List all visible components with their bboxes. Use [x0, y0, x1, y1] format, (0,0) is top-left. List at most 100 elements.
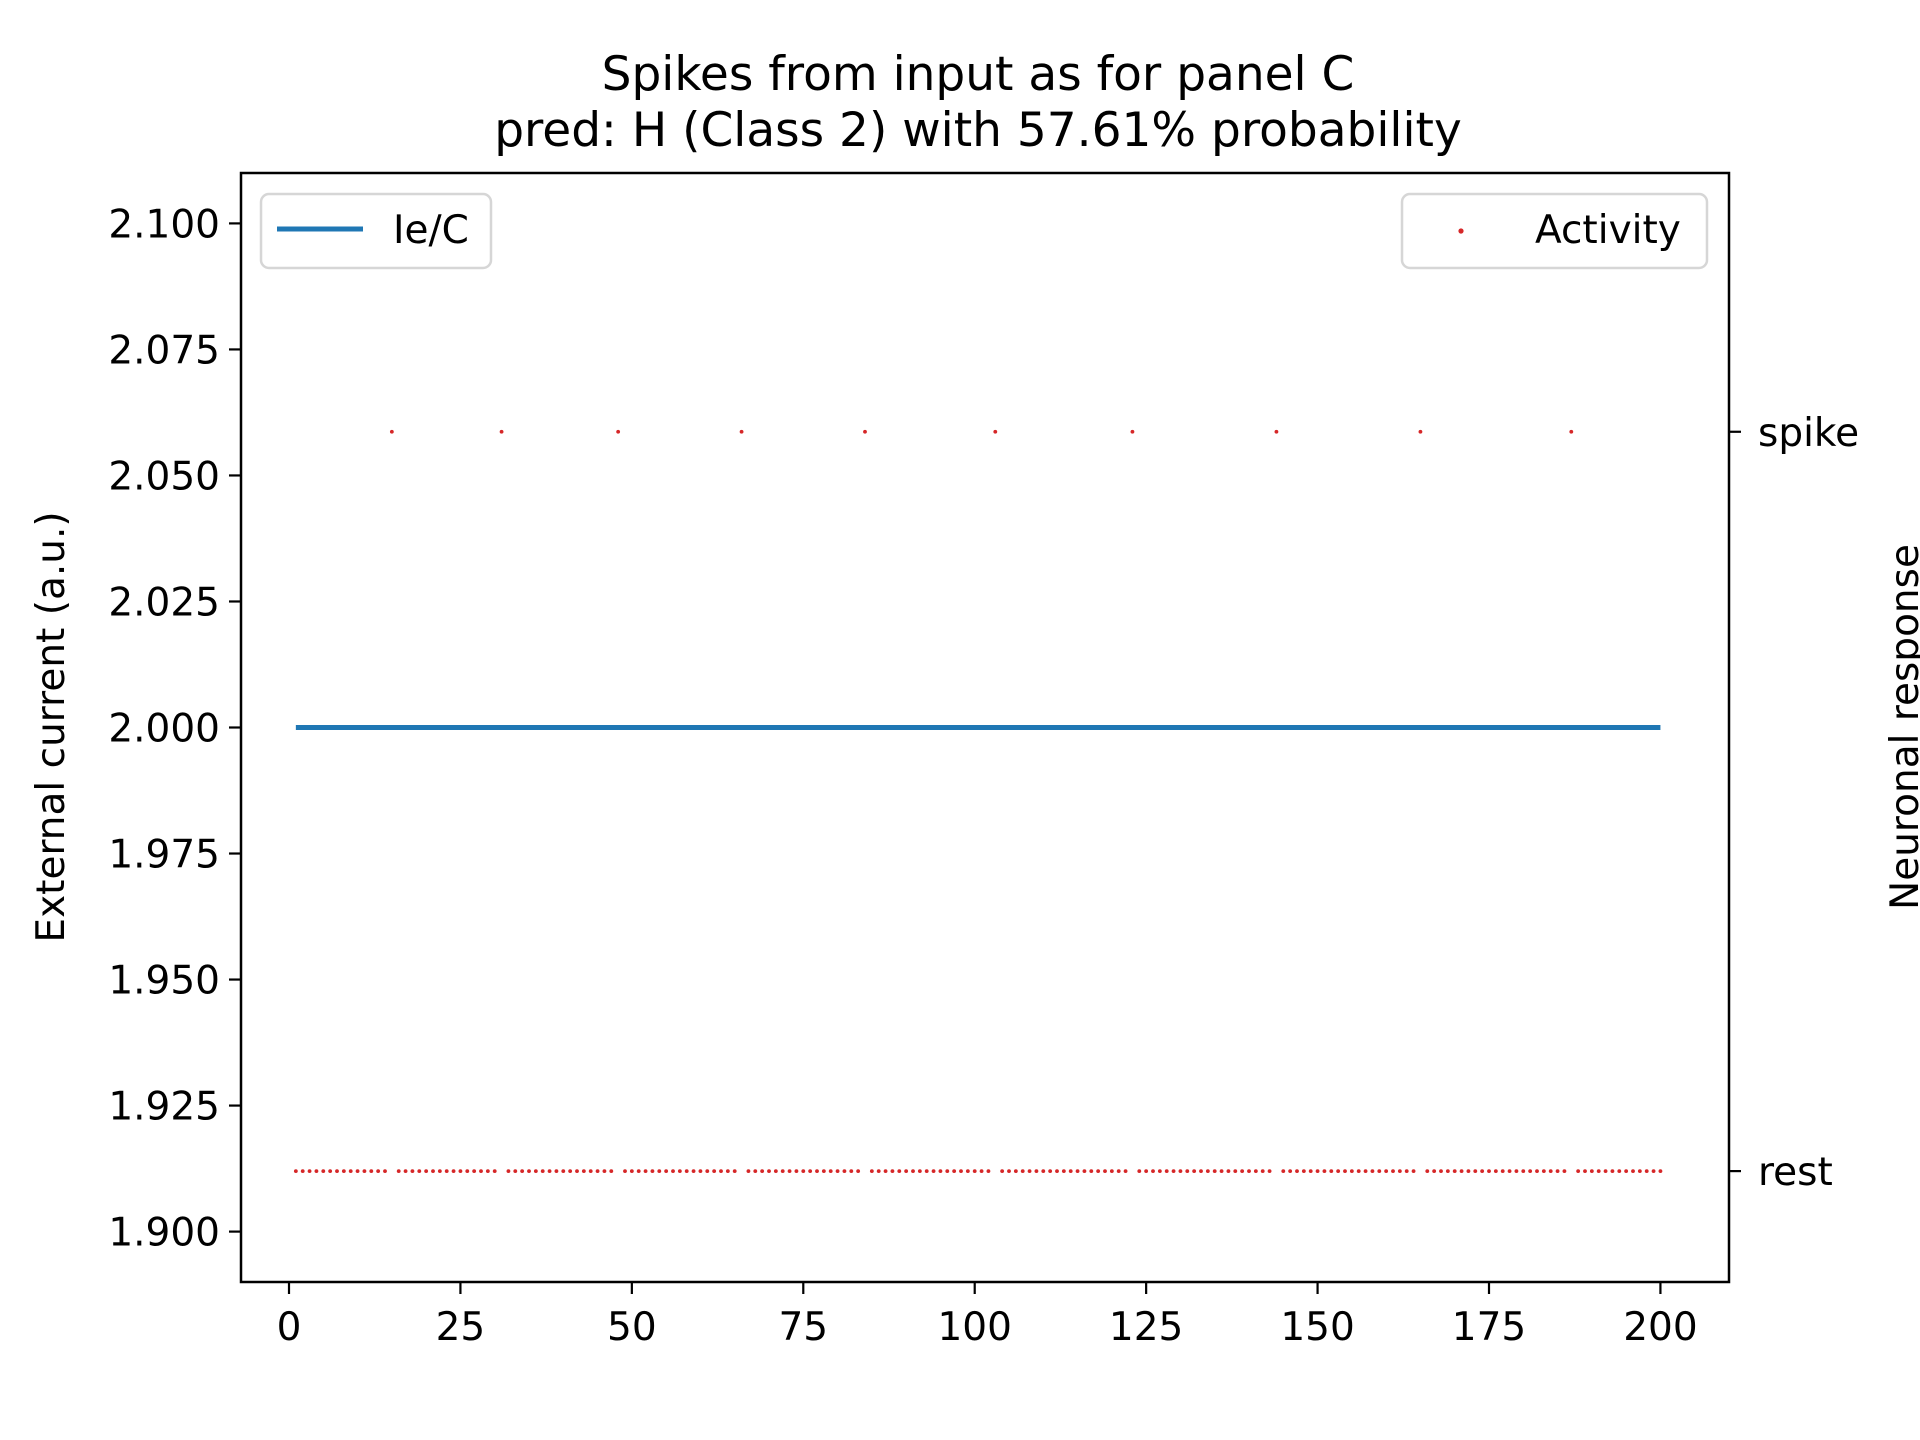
- activity-point-rest: [1589, 1169, 1594, 1173]
- activity-point-rest: [1583, 1169, 1587, 1173]
- activity-point-rest: [1439, 1169, 1443, 1173]
- activity-point-rest: [753, 1169, 758, 1173]
- activity-point-rest: [1103, 1169, 1107, 1173]
- activity-point-rest: [842, 1169, 847, 1173]
- activity-point-rest: [1644, 1169, 1649, 1173]
- activity-point-rest: [1240, 1169, 1245, 1173]
- activity-point-rest: [328, 1169, 333, 1173]
- y-axis-right: rest spike: [1729, 411, 1859, 1195]
- activity-point-rest: [767, 1169, 771, 1173]
- activity-point-rest: [1000, 1169, 1005, 1173]
- activity-point-rest: [1205, 1169, 1210, 1173]
- activity-point-rest: [1137, 1169, 1142, 1173]
- activity-point-rest: [664, 1169, 669, 1173]
- activity-point-rest: [650, 1169, 655, 1173]
- activity-point-rest: [1048, 1169, 1053, 1173]
- activity-point-rest: [1603, 1169, 1608, 1173]
- activity-point-rest: [1123, 1169, 1128, 1173]
- activity-point-rest: [527, 1169, 531, 1173]
- activity-point-rest: [1068, 1169, 1073, 1173]
- y-tick-label: 1.950: [108, 959, 220, 1004]
- activity-point-rest: [1041, 1169, 1046, 1173]
- activity-point-rest: [972, 1169, 977, 1173]
- activity-point-rest: [1151, 1169, 1155, 1173]
- activity-point-rest: [924, 1169, 929, 1173]
- activity-point-rest: [1528, 1169, 1533, 1173]
- activity-point-rest: [917, 1169, 922, 1173]
- activity-point-rest: [417, 1169, 422, 1173]
- activity-point-rest: [1480, 1169, 1485, 1173]
- activity-point-rest: [1651, 1169, 1656, 1173]
- activity-point-rest: [1171, 1169, 1176, 1173]
- activity-point-rest: [643, 1169, 648, 1173]
- activity-point-rest: [1226, 1169, 1231, 1173]
- activity-point-rest: [492, 1169, 497, 1173]
- activity-point-rest: [725, 1169, 730, 1173]
- activity-point-rest: [623, 1169, 627, 1173]
- activity-point-rest: [1185, 1169, 1190, 1173]
- activity-point-rest: [959, 1169, 963, 1173]
- activity-point-rest: [1192, 1169, 1197, 1173]
- activity-point-rest: [1157, 1169, 1162, 1173]
- activity-point-rest: [671, 1169, 675, 1173]
- activity-point-rest: [485, 1169, 490, 1173]
- activity-point-rest: [801, 1169, 806, 1173]
- activity-point-rest: [437, 1169, 442, 1173]
- activity-point-rest: [609, 1169, 614, 1173]
- activity-point-rest: [444, 1169, 449, 1173]
- activity-point-rest: [1199, 1169, 1203, 1173]
- legend-box-left: [259, 192, 493, 270]
- activity-point-rest: [1247, 1169, 1251, 1173]
- activity-point-rest: [931, 1169, 936, 1173]
- activity-point-rest: [410, 1169, 415, 1173]
- activity-point-rest: [1329, 1169, 1334, 1173]
- activity-point-rest: [1466, 1169, 1471, 1173]
- activity-point-rest: [1212, 1169, 1217, 1173]
- activity-point-rest: [355, 1169, 360, 1173]
- activity-point-rest: [520, 1169, 525, 1173]
- activity-point-rest: [1562, 1169, 1567, 1173]
- activity-point-rest: [581, 1169, 586, 1173]
- activity-point-rest: [424, 1169, 429, 1173]
- legend-label-iec: Ie/C: [393, 208, 469, 253]
- activity-point-rest: [897, 1169, 902, 1173]
- activity-point-rest: [1233, 1169, 1238, 1173]
- activity-point-rest: [1473, 1169, 1478, 1173]
- activity-point-spike: [1418, 429, 1423, 434]
- activity-point-rest: [849, 1169, 854, 1173]
- y-tick-label: 1.900: [108, 1211, 220, 1256]
- activity-point-rest: [821, 1169, 826, 1173]
- activity-point-rest: [684, 1169, 689, 1173]
- activity-point-rest: [307, 1169, 312, 1173]
- x-tick-label: 125: [1109, 1305, 1183, 1350]
- activity-point-rest: [1343, 1169, 1347, 1173]
- activity-point-rest: [883, 1169, 888, 1173]
- legend-dot-swatch: [1458, 228, 1464, 234]
- x-tick-label: 25: [436, 1305, 486, 1350]
- activity-point-rest: [1267, 1169, 1272, 1173]
- legend-line-series: Ie/C: [259, 192, 493, 270]
- activity-point-rest: [479, 1169, 483, 1173]
- activity-point-rest: [506, 1169, 511, 1173]
- y-axis-left: 1.900 1.925 1.950 1.975 2.000 2.025 2.050 2.075…: [108, 202, 241, 1256]
- activity-point-rest: [575, 1169, 579, 1173]
- x-tick-label: 150: [1280, 1305, 1354, 1350]
- y-tick-label: 1.975: [108, 833, 220, 878]
- activity-point-rest: [540, 1169, 545, 1173]
- activity-point-rest: [293, 1169, 298, 1173]
- activity-point-rest: [712, 1169, 717, 1173]
- activity-point-rest: [1075, 1169, 1080, 1173]
- y2-tick-label: rest: [1758, 1150, 1833, 1195]
- activity-point-rest: [1301, 1169, 1306, 1173]
- activity-point-rest: [808, 1169, 813, 1173]
- chart-title: Spikes from input as for panel C: [602, 47, 1355, 102]
- chart-subtitle: pred: H (Class 2) with 57.61% probabilit…: [494, 103, 1462, 158]
- activity-point-rest: [1624, 1169, 1629, 1173]
- activity-point-rest: [1288, 1169, 1293, 1173]
- activity-point-rest: [636, 1169, 641, 1173]
- activity-point-rest: [1493, 1169, 1498, 1173]
- activity-point-spike: [863, 429, 867, 434]
- activity-point-rest: [1061, 1169, 1066, 1173]
- activity-point-rest: [1082, 1169, 1087, 1173]
- activity-point-rest: [698, 1169, 703, 1173]
